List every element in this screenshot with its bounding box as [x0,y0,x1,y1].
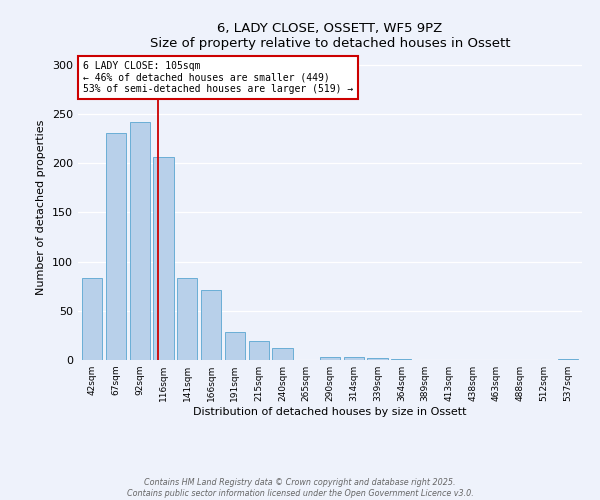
Text: Contains HM Land Registry data © Crown copyright and database right 2025.
Contai: Contains HM Land Registry data © Crown c… [127,478,473,498]
Bar [130,122,150,360]
Title: 6, LADY CLOSE, OSSETT, WF5 9PZ
Size of property relative to detached houses in O: 6, LADY CLOSE, OSSETT, WF5 9PZ Size of p… [150,22,510,50]
Bar [177,278,197,360]
Bar [320,357,340,360]
Bar [248,342,269,360]
Bar [201,290,221,360]
Bar [154,158,173,360]
Bar [391,359,412,360]
Bar [272,348,293,360]
Bar [344,357,364,360]
Bar [106,132,126,360]
Bar [225,332,245,360]
Bar [557,359,578,360]
Bar [82,278,103,360]
Y-axis label: Number of detached properties: Number of detached properties [37,120,46,295]
X-axis label: Distribution of detached houses by size in Ossett: Distribution of detached houses by size … [193,407,467,417]
Bar [367,358,388,360]
Text: 6 LADY CLOSE: 105sqm
← 46% of detached houses are smaller (449)
53% of semi-deta: 6 LADY CLOSE: 105sqm ← 46% of detached h… [83,61,353,94]
